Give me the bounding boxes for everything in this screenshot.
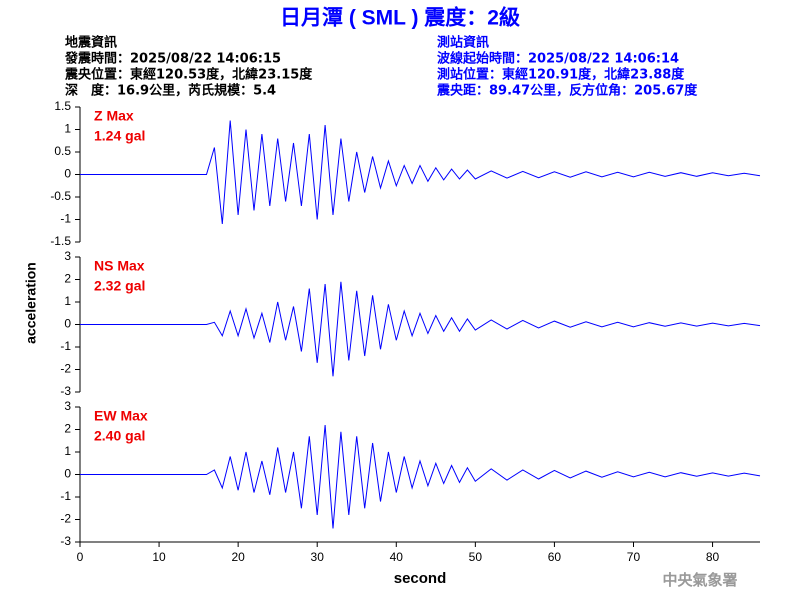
y-tick-label: 3 bbox=[64, 249, 71, 263]
y-tick-label: 2 bbox=[64, 272, 71, 286]
event-info: 地震資訊 bbox=[65, 35, 117, 51]
y-tick-label: 2 bbox=[64, 422, 71, 436]
max-annotation: EW Max bbox=[94, 408, 148, 424]
max-annotation: 2.40 gal bbox=[94, 428, 145, 444]
event-info: 發震時間：2025/08/22 14:06:15 bbox=[64, 51, 281, 67]
y-tick-label: -1 bbox=[60, 212, 71, 226]
event-info: 震央位置：東經120.53度，北緯23.15度 bbox=[64, 67, 313, 83]
y-axis-label: acceleration bbox=[23, 262, 39, 344]
y-tick-label: 0 bbox=[64, 467, 71, 481]
max-annotation: 1.24 gal bbox=[94, 128, 145, 144]
y-tick-label: -2 bbox=[60, 362, 71, 376]
x-tick-label: 50 bbox=[469, 550, 483, 564]
x-tick-label: 80 bbox=[706, 550, 720, 564]
x-tick-label: 10 bbox=[152, 550, 166, 564]
waveform bbox=[80, 281, 761, 377]
y-tick-label: 1 bbox=[64, 294, 71, 308]
waveform bbox=[80, 120, 761, 225]
x-tick-label: 30 bbox=[311, 550, 325, 564]
x-tick-label: 60 bbox=[548, 550, 562, 564]
y-tick-label: -2 bbox=[60, 512, 71, 526]
y-tick-label: 1.5 bbox=[54, 99, 71, 113]
station-info: 測站資訊 bbox=[437, 35, 489, 51]
x-tick-label: 20 bbox=[231, 550, 245, 564]
y-tick-label: 1 bbox=[64, 122, 71, 136]
y-tick-label: 0.5 bbox=[54, 144, 71, 158]
y-tick-label: -0.5 bbox=[50, 189, 71, 203]
waveform bbox=[80, 424, 761, 529]
y-tick-label: -1 bbox=[60, 339, 71, 353]
y-tick-label: -3 bbox=[60, 384, 71, 398]
y-tick-label: 3 bbox=[64, 399, 71, 413]
max-annotation: NS Max bbox=[94, 258, 145, 274]
y-tick-label: -1 bbox=[60, 489, 71, 503]
y-tick-label: -3 bbox=[60, 534, 71, 548]
station-info: 震央距：89.47公里，反方位角：205.67度 bbox=[436, 83, 698, 99]
footer: 中央氣象署 bbox=[662, 571, 737, 589]
x-tick-label: 40 bbox=[390, 550, 404, 564]
station-info: 測站位置：東經120.91度，北緯23.88度 bbox=[437, 67, 685, 83]
x-tick-label: 0 bbox=[77, 550, 84, 564]
y-tick-label: -1.5 bbox=[50, 234, 71, 248]
y-tick-label: 0 bbox=[64, 317, 71, 331]
y-tick-label: 0 bbox=[64, 167, 71, 181]
x-axis-label: second bbox=[394, 570, 447, 587]
station-info: 波線起始時間：2025/08/22 14:06:14 bbox=[437, 51, 679, 67]
x-tick-label: 70 bbox=[627, 550, 641, 564]
event-info: 深 度：16.9公里，芮氏規模：5.4 bbox=[65, 83, 276, 99]
max-annotation: 2.32 gal bbox=[94, 278, 145, 294]
y-tick-label: 1 bbox=[64, 444, 71, 458]
max-annotation: Z Max bbox=[94, 108, 134, 124]
title: 日月潭 ( SML ) 震度：2級 bbox=[280, 6, 520, 30]
